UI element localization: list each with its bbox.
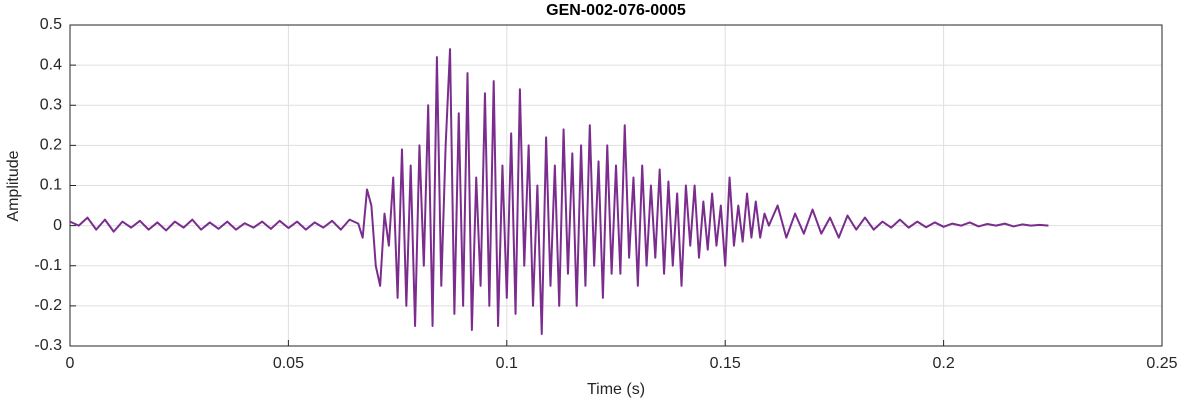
chart-title: GEN-002-076-0005 bbox=[546, 2, 686, 19]
y-tick-label: 0.4 bbox=[40, 56, 62, 73]
x-tick-label: 0.25 bbox=[1146, 355, 1177, 372]
x-axis-label: Time (s) bbox=[587, 381, 645, 398]
y-tick-label: -0.3 bbox=[34, 337, 62, 354]
plot-frame bbox=[69, 24, 1163, 347]
x-tick-label: 0 bbox=[66, 355, 75, 372]
x-tick-label: 0.2 bbox=[932, 355, 954, 372]
y-tick-label: 0.5 bbox=[40, 16, 62, 33]
y-axis-label: Amplitude bbox=[5, 150, 22, 221]
y-tick-label: 0.1 bbox=[40, 177, 62, 194]
y-tick-label: -0.2 bbox=[34, 297, 62, 314]
x-tick-label: 0.15 bbox=[710, 355, 741, 372]
y-tick-label: 0 bbox=[53, 217, 62, 234]
x-tick-label: 0.05 bbox=[273, 355, 304, 372]
y-tick-label: -0.1 bbox=[34, 257, 62, 274]
y-tick-label: 0.3 bbox=[40, 96, 62, 113]
y-tick-label: 0.2 bbox=[40, 137, 62, 154]
waveform-line bbox=[69, 48, 1049, 335]
x-tick-label: 0.1 bbox=[496, 355, 518, 372]
